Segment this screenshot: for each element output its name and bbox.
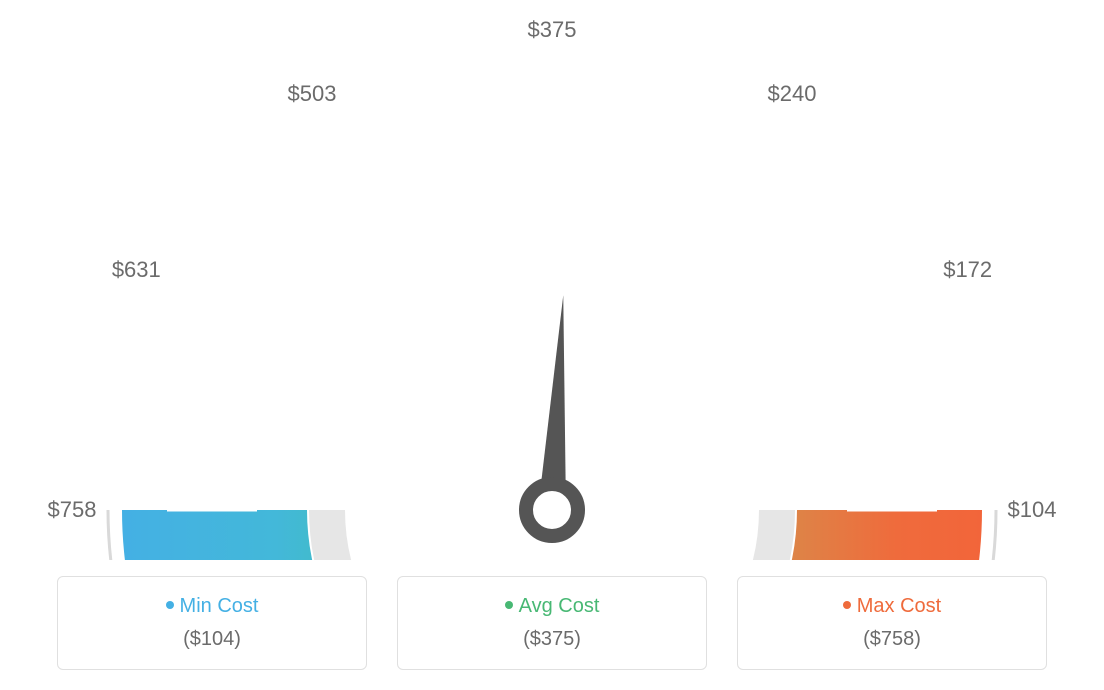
legend-card-min: Min Cost ($104)	[57, 576, 367, 670]
gauge-tick-label: $758	[48, 497, 97, 523]
gauge-tick-label: $375	[528, 17, 577, 43]
gauge-tick-label: $240	[768, 81, 817, 107]
gauge-tick-label: $631	[112, 257, 161, 283]
legend-card-avg: Avg Cost ($375)	[397, 576, 707, 670]
legend-card-max: Max Cost ($758)	[737, 576, 1047, 670]
gauge-tick-label: $104	[1008, 497, 1057, 523]
legend-dot-min	[166, 601, 174, 609]
legend-row: Min Cost ($104) Avg Cost ($375) Max Cost…	[0, 576, 1104, 670]
gauge-svg	[0, 0, 1104, 560]
legend-label-max: Max Cost	[857, 595, 941, 617]
legend-title-min: Min Cost	[68, 595, 356, 618]
gauge-tick-label: $503	[288, 81, 337, 107]
legend-dot-avg	[505, 601, 513, 609]
legend-value-min: ($104)	[68, 628, 356, 651]
legend-title-max: Max Cost	[748, 595, 1036, 618]
gauge-tick-label: $172	[943, 257, 992, 283]
legend-value-avg: ($375)	[408, 628, 696, 651]
legend-value-max: ($758)	[748, 628, 1036, 651]
gauge-chart: $104 $172 $240 $375 $503 $631 $758	[0, 0, 1104, 560]
legend-title-avg: Avg Cost	[408, 595, 696, 618]
legend-label-min: Min Cost	[180, 595, 259, 617]
legend-label-avg: Avg Cost	[519, 595, 600, 617]
legend-dot-max	[843, 601, 851, 609]
